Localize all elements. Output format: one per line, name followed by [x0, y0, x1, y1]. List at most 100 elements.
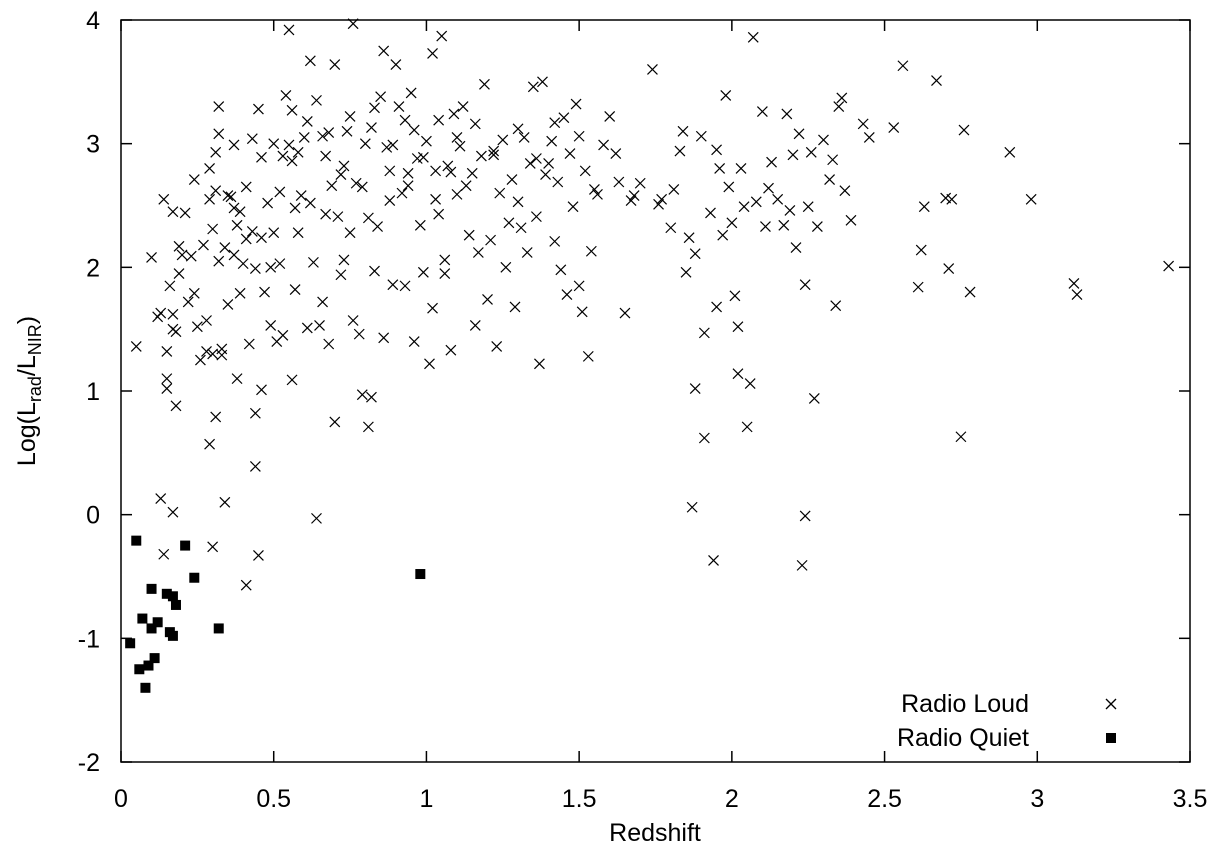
- data-point-radio-loud: [256, 232, 267, 244]
- data-point-radio-loud: [249, 263, 261, 274]
- data-point-radio-loud: [790, 242, 802, 253]
- data-point-radio-loud: [668, 183, 680, 195]
- data-point-radio-loud: [839, 185, 851, 197]
- data-point-radio-loud: [787, 149, 799, 161]
- data-point-radio-loud: [222, 190, 234, 202]
- data-point-radio-loud: [295, 190, 307, 202]
- data-point-radio-loud: [323, 127, 335, 138]
- data-point-radio-quiet: [134, 664, 145, 675]
- x-tick-label: 3: [1030, 785, 1044, 813]
- data-point-radio-loud: [451, 132, 463, 143]
- data-point-radio-loud: [708, 554, 719, 566]
- data-point-radio-loud: [732, 321, 744, 333]
- data-point-radio-loud: [182, 296, 194, 308]
- data-point-radio-loud: [931, 75, 942, 87]
- x-tick-label: 2.5: [867, 785, 902, 813]
- data-point-radio-loud: [277, 150, 289, 162]
- data-point-radio-loud: [491, 341, 503, 352]
- data-point-radio-loud: [228, 202, 240, 214]
- data-point-radio-loud: [778, 219, 790, 231]
- data-point-radio-loud: [393, 101, 405, 112]
- data-point-radio-loud: [561, 289, 573, 300]
- x-tick-label: 1.5: [562, 785, 597, 813]
- data-point-radio-loud: [647, 64, 658, 75]
- data-point-radio-loud: [479, 78, 490, 90]
- data-point-radio-loud: [705, 207, 716, 219]
- data-point-radio-loud: [475, 150, 487, 162]
- data-point-radio-loud: [628, 190, 640, 202]
- data-point-radio-loud: [347, 18, 359, 30]
- data-point-radio-loud: [369, 265, 380, 277]
- data-point-radio-loud: [454, 140, 466, 152]
- data-point-radio-loud: [408, 336, 420, 347]
- data-point-radio-loud: [741, 421, 753, 433]
- data-point-radio-loud: [735, 162, 747, 174]
- data-point-radio-loud: [588, 183, 600, 195]
- data-point-radio-loud: [537, 76, 548, 88]
- data-point-radio-loud: [417, 266, 429, 278]
- data-point-radio-loud: [188, 174, 200, 185]
- data-point-radio-loud: [283, 139, 295, 151]
- data-point-radio-loud: [534, 358, 545, 370]
- data-point-radio-loud: [726, 217, 738, 229]
- data-point-radio-loud: [576, 306, 588, 318]
- data-point-radio-loud: [888, 122, 900, 134]
- data-point-radio-loud: [463, 229, 475, 241]
- data-point-radio-loud: [234, 206, 246, 218]
- data-point-radio-loud: [356, 181, 368, 193]
- x-tick-label: 0: [114, 785, 128, 813]
- data-point-radio-loud: [256, 384, 267, 396]
- data-point-radio-quiet: [167, 630, 178, 641]
- data-point-radio-quiet: [149, 653, 160, 664]
- data-point-radio-loud: [427, 302, 438, 314]
- y-tick-label: 1: [86, 378, 100, 406]
- data-point-radio-loud: [485, 234, 496, 246]
- data-point-radio-loud: [176, 249, 188, 261]
- data-point-radio-loud: [311, 94, 322, 106]
- plot-border: [120, 19, 1191, 763]
- data-point-radio-loud: [818, 134, 829, 146]
- data-point-radio-loud: [433, 114, 445, 126]
- data-point-radio-loud: [512, 196, 524, 208]
- data-point-radio-loud: [204, 193, 215, 205]
- y-axis-title: Log(Lrad/LNIR): [13, 316, 45, 466]
- data-point-radio-loud: [265, 320, 277, 331]
- data-point-radio-loud: [674, 145, 686, 157]
- data-point-radio-loud: [732, 368, 744, 380]
- data-point-radio-loud: [402, 167, 414, 179]
- data-point-radio-loud: [955, 431, 967, 443]
- data-point-radio-loud: [399, 280, 411, 292]
- data-point-radio-loud: [689, 383, 701, 394]
- data-point-radio-loud: [170, 400, 182, 412]
- data-point-radio-loud: [1068, 277, 1080, 289]
- data-point-radio-loud: [301, 322, 313, 334]
- data-point-radio-loud: [573, 280, 585, 292]
- y-tick-label: 3: [86, 131, 100, 159]
- data-point-radio-loud: [677, 125, 689, 137]
- data-point-radio-loud: [442, 160, 454, 172]
- data-point-radio-loud: [396, 187, 408, 199]
- data-point-radio-loud: [558, 112, 570, 124]
- data-point-radio-loud: [824, 174, 836, 185]
- data-point-radio-loud: [711, 144, 723, 156]
- data-point-radio-loud: [665, 222, 677, 234]
- data-point-radio-loud: [524, 158, 536, 169]
- data-point-radio-loud: [344, 227, 356, 239]
- data-point-radio-loud: [827, 154, 839, 166]
- data-point-radio-loud: [204, 438, 215, 450]
- legend-label-radio-loud: Radio Loud: [901, 690, 1029, 718]
- y-tick-label: 4: [86, 7, 100, 35]
- data-point-radio-loud: [268, 227, 280, 239]
- data-point-radio-loud: [225, 191, 237, 203]
- data-point-radio-loud: [564, 148, 576, 159]
- data-point-radio-loud: [469, 320, 481, 331]
- data-point-radio-loud: [500, 261, 512, 273]
- data-point-radio-loud: [381, 141, 393, 153]
- data-point-radio-loud: [506, 174, 518, 185]
- data-point-radio-quiet: [140, 682, 151, 693]
- x-axis-title: Redshift: [609, 819, 701, 847]
- data-point-radio-loud: [656, 193, 668, 205]
- data-point-radio-loud: [262, 197, 274, 209]
- data-point-radio-loud: [857, 118, 869, 130]
- data-point-radio-loud: [335, 169, 347, 181]
